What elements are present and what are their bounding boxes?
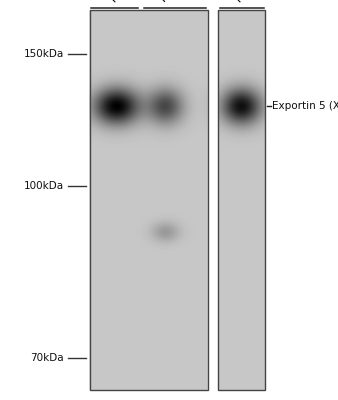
Bar [218, 10, 265, 390]
Bar [90, 10, 208, 390]
Text: Exportin 5 (XPO5): Exportin 5 (XPO5) [272, 101, 338, 111]
Text: Mouse kidney: Mouse kidney [159, 0, 216, 4]
Text: 70kDa: 70kDa [31, 353, 64, 363]
Text: Rat brain: Rat brain [235, 0, 275, 4]
Text: Mouse brain: Mouse brain [110, 0, 162, 4]
Text: 150kDa: 150kDa [24, 49, 64, 59]
Text: 100kDa: 100kDa [24, 181, 64, 191]
